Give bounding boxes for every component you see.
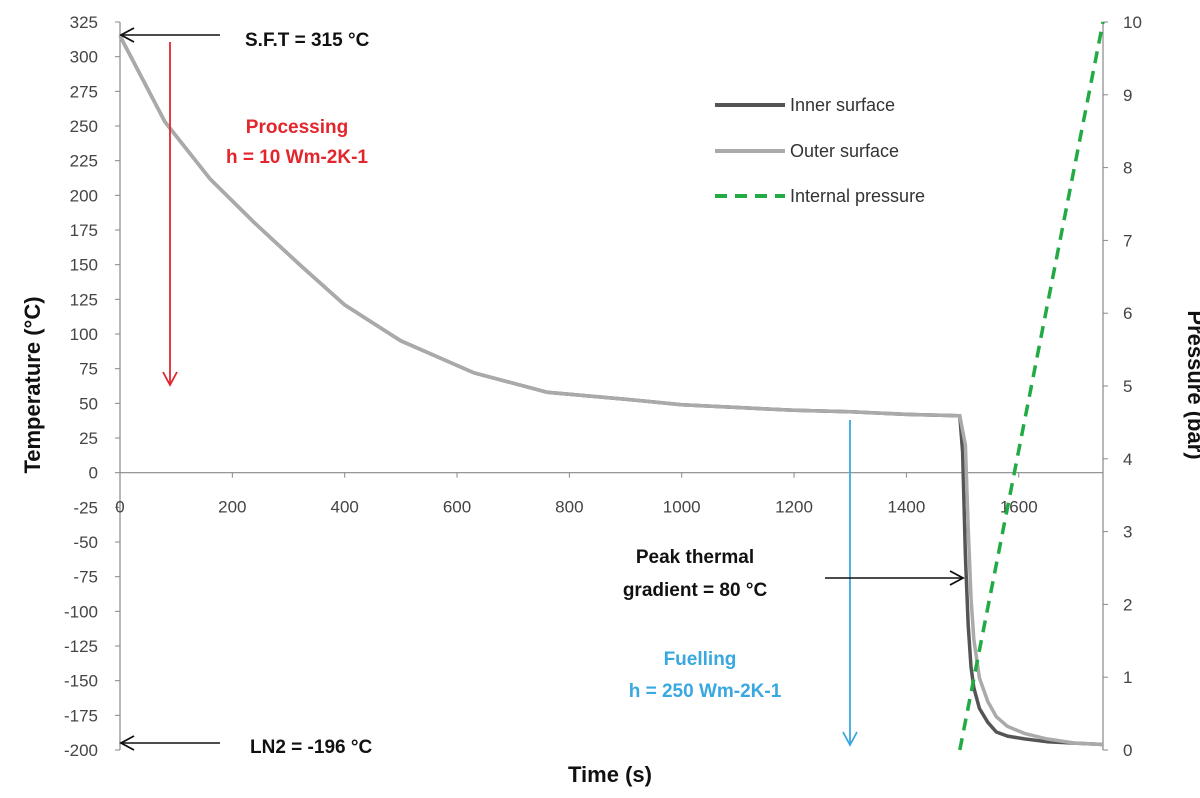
x-tick-label: 400 bbox=[330, 498, 358, 517]
x-tick-label: 1000 bbox=[663, 498, 701, 517]
annotation-sft: S.F.T = 315 °C bbox=[245, 30, 370, 51]
y2-tick-label: 10 bbox=[1123, 13, 1142, 32]
y2-tick-label: 7 bbox=[1123, 231, 1132, 250]
y-tick-label: 125 bbox=[70, 290, 98, 309]
annotation-processing: Processing bbox=[246, 117, 348, 138]
peak-arrow-head bbox=[949, 570, 965, 586]
annotation-peak-line2: gradient = 80 °C bbox=[623, 580, 768, 601]
y2-tick-label: 5 bbox=[1123, 377, 1132, 396]
y2-tick-label: 4 bbox=[1123, 450, 1132, 469]
x-axis-title: Time (s) bbox=[568, 762, 652, 787]
series-lines bbox=[118, 21, 1105, 751]
annotation-fuelling: Fuelling bbox=[664, 649, 737, 670]
y-tick-label: 300 bbox=[70, 48, 98, 67]
sft-arrow-head bbox=[119, 27, 135, 43]
processing-arrow-head bbox=[162, 371, 178, 387]
y2-tick-label: 0 bbox=[1123, 741, 1132, 760]
y-tick-label: 25 bbox=[79, 429, 98, 448]
x-tick-label: 200 bbox=[218, 498, 246, 517]
x-tick-label: 0 bbox=[115, 498, 124, 517]
y-tick-label: 225 bbox=[70, 152, 98, 171]
y-tick-label: -100 bbox=[64, 602, 98, 621]
y-tick-label: 275 bbox=[70, 82, 98, 101]
annotation-processing-h: h = 10 Wm-2K-1 bbox=[226, 147, 368, 168]
y-tick-label: -175 bbox=[64, 706, 98, 725]
fuelling-arrow-head bbox=[842, 731, 858, 747]
y2-tick-label: 1 bbox=[1123, 668, 1132, 687]
y2-tick-label: 8 bbox=[1123, 159, 1132, 178]
y-tick-label: 175 bbox=[70, 221, 98, 240]
y-tick-label: -125 bbox=[64, 637, 98, 656]
x-tick-label: 600 bbox=[443, 498, 471, 517]
y-tick-label: -200 bbox=[64, 741, 98, 760]
axes: -200-175-150-125-100-75-50-2502550751001… bbox=[64, 13, 1142, 760]
y-axis-title: Temperature (°C) bbox=[20, 296, 45, 473]
y-tick-label: 50 bbox=[79, 394, 98, 413]
ln2-arrow-head bbox=[119, 735, 135, 751]
y-tick-label: 150 bbox=[70, 256, 98, 275]
y-tick-label: -25 bbox=[73, 498, 98, 517]
x-tick-label: 1600 bbox=[1000, 498, 1038, 517]
x-tick-label: 1200 bbox=[775, 498, 813, 517]
y2-tick-label: 3 bbox=[1123, 523, 1132, 542]
annotation-ln2: LN2 = -196 °C bbox=[250, 737, 372, 758]
y-tick-label: 0 bbox=[89, 464, 98, 483]
y2-tick-label: 6 bbox=[1123, 304, 1132, 323]
legend-label-pressure: Internal pressure bbox=[790, 186, 925, 206]
y-tick-label: -75 bbox=[73, 568, 98, 587]
series-line-1 bbox=[118, 35, 1104, 747]
annotation-arrows bbox=[119, 27, 965, 751]
y-tick-label: 325 bbox=[70, 13, 98, 32]
y-tick-label: 200 bbox=[70, 186, 98, 205]
series-line-2 bbox=[958, 21, 1105, 751]
legend: Inner surface Outer surface Internal pre… bbox=[715, 95, 925, 206]
y2-tick-label: 9 bbox=[1123, 86, 1132, 105]
x-tick-label: 1400 bbox=[887, 498, 925, 517]
legend-label-outer: Outer surface bbox=[790, 141, 899, 161]
y2-axis-title: Pressure (bar) bbox=[1183, 310, 1200, 459]
y2-tick-label: 2 bbox=[1123, 595, 1132, 614]
y-tick-label: 250 bbox=[70, 117, 98, 136]
annotation-fuelling-h: h = 250 Wm-2K-1 bbox=[629, 681, 782, 702]
annotation-peak-line1: Peak thermal bbox=[636, 547, 754, 568]
legend-label-inner: Inner surface bbox=[790, 95, 895, 115]
y-tick-label: 100 bbox=[70, 325, 98, 344]
y-tick-label: -150 bbox=[64, 672, 98, 691]
y-tick-label: -50 bbox=[73, 533, 98, 552]
x-tick-label: 800 bbox=[555, 498, 583, 517]
series-line-0 bbox=[118, 35, 1104, 747]
y-tick-label: 75 bbox=[79, 360, 98, 379]
